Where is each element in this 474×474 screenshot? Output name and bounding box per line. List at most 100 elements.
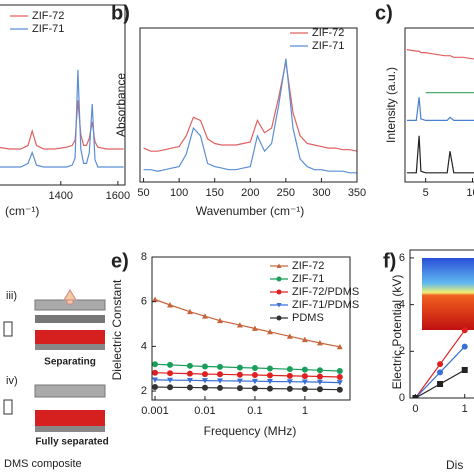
- marker: [201, 384, 208, 391]
- legend-label: ZIF-71: [32, 23, 64, 35]
- marker: [186, 384, 193, 391]
- marker: [301, 366, 308, 373]
- marker: [266, 379, 273, 385]
- legend-label: ZIF-71: [292, 273, 324, 285]
- marker: [266, 365, 273, 372]
- marker: [336, 367, 343, 374]
- marker: [316, 386, 323, 393]
- marker: [251, 371, 258, 378]
- marker: [201, 378, 208, 384]
- x-tick-label: 50: [137, 187, 149, 199]
- y-axis-label: Absorbance: [114, 73, 128, 137]
- y-tick-label: 4: [399, 299, 405, 311]
- series-line: [154, 379, 340, 384]
- marker: [266, 328, 273, 335]
- frame: [0, 4, 126, 186]
- x-tick-label: 0.01: [194, 405, 215, 417]
- marker: [152, 384, 159, 391]
- series-line: [154, 386, 340, 391]
- marker: [217, 384, 224, 391]
- legend-label: ZIF-71: [312, 40, 344, 52]
- marker: [336, 386, 343, 393]
- x-tick-label: 0.001: [141, 405, 169, 417]
- plot: [152, 296, 343, 393]
- plot: [143, 58, 357, 174]
- x-tick-label: 1600: [106, 190, 130, 202]
- marker: [217, 317, 224, 324]
- y-tick-label: 0: [399, 392, 405, 404]
- marker: [251, 325, 258, 331]
- series-line: [154, 298, 340, 348]
- marker: [276, 315, 282, 321]
- series-line: [406, 49, 474, 60]
- marker: [217, 363, 224, 370]
- frame: [404, 27, 474, 183]
- plate: [34, 384, 106, 398]
- marker: [301, 373, 308, 380]
- marker: [276, 276, 282, 282]
- marker: [201, 363, 208, 370]
- marker: [186, 362, 193, 369]
- legend-label: ZIF-72/PDMS: [292, 286, 359, 298]
- y-axis-label: Dielectric Constant: [110, 279, 124, 380]
- series-line: [0, 69, 124, 168]
- marker: [316, 373, 323, 380]
- marker: [437, 369, 444, 376]
- inset-map: [422, 258, 474, 330]
- legend-label: PDMS: [292, 312, 324, 324]
- marker: [336, 373, 343, 380]
- x-tick-label: 200: [241, 187, 259, 199]
- load: [3, 399, 13, 415]
- marker: [152, 369, 159, 376]
- plot: [0, 69, 124, 168]
- marker: [251, 385, 258, 392]
- plot: [406, 49, 474, 174]
- electrode: [35, 315, 105, 323]
- composite: [35, 410, 105, 426]
- marker: [152, 296, 159, 302]
- marker: [236, 378, 243, 385]
- y-tick-label: 8: [141, 251, 147, 263]
- marker: [316, 367, 323, 374]
- x-axis-label: Dis: [446, 458, 463, 472]
- frame: [151, 256, 351, 401]
- marker: [301, 386, 308, 393]
- series-line: [406, 135, 474, 174]
- marker: [276, 303, 282, 308]
- marker: [316, 379, 323, 386]
- step-caption: Fully separated: [35, 437, 108, 448]
- marker: [461, 327, 468, 334]
- legend-label: ZIF-72: [312, 27, 344, 39]
- step-label: iii): [6, 290, 17, 302]
- legend-label: ZIF-71/PDMS: [292, 299, 359, 311]
- x-tick-label: 1: [462, 403, 468, 415]
- x-tick-label: 1400: [49, 190, 73, 202]
- x-axis-label: Wavenumber (cm⁻¹): [196, 204, 305, 218]
- y-axis-label: Intensity (a.u.): [384, 67, 398, 143]
- marker: [286, 372, 293, 379]
- panel-label: f): [383, 250, 396, 272]
- marker: [336, 380, 343, 386]
- marker: [217, 378, 224, 384]
- marker: [236, 364, 243, 371]
- marker: [186, 377, 193, 384]
- marker: [152, 377, 159, 383]
- series-line: [143, 61, 357, 152]
- electrode: [35, 426, 105, 432]
- x-tick-label: 100: [170, 187, 188, 199]
- marker: [266, 372, 273, 379]
- x-tick-label: 300: [312, 187, 330, 199]
- series-line: [154, 363, 340, 372]
- x-tick-label: 150: [206, 187, 224, 199]
- x-axis-label: (cm⁻¹): [5, 204, 39, 218]
- marker: [167, 370, 174, 377]
- y-tick-label: 4: [141, 340, 147, 352]
- marker: [236, 371, 243, 378]
- marker: [167, 384, 174, 391]
- step-label: iv): [6, 375, 18, 387]
- marker: [461, 366, 468, 373]
- marker: [251, 365, 258, 372]
- marker: [167, 361, 174, 368]
- x-tick-label: 1: [302, 405, 308, 417]
